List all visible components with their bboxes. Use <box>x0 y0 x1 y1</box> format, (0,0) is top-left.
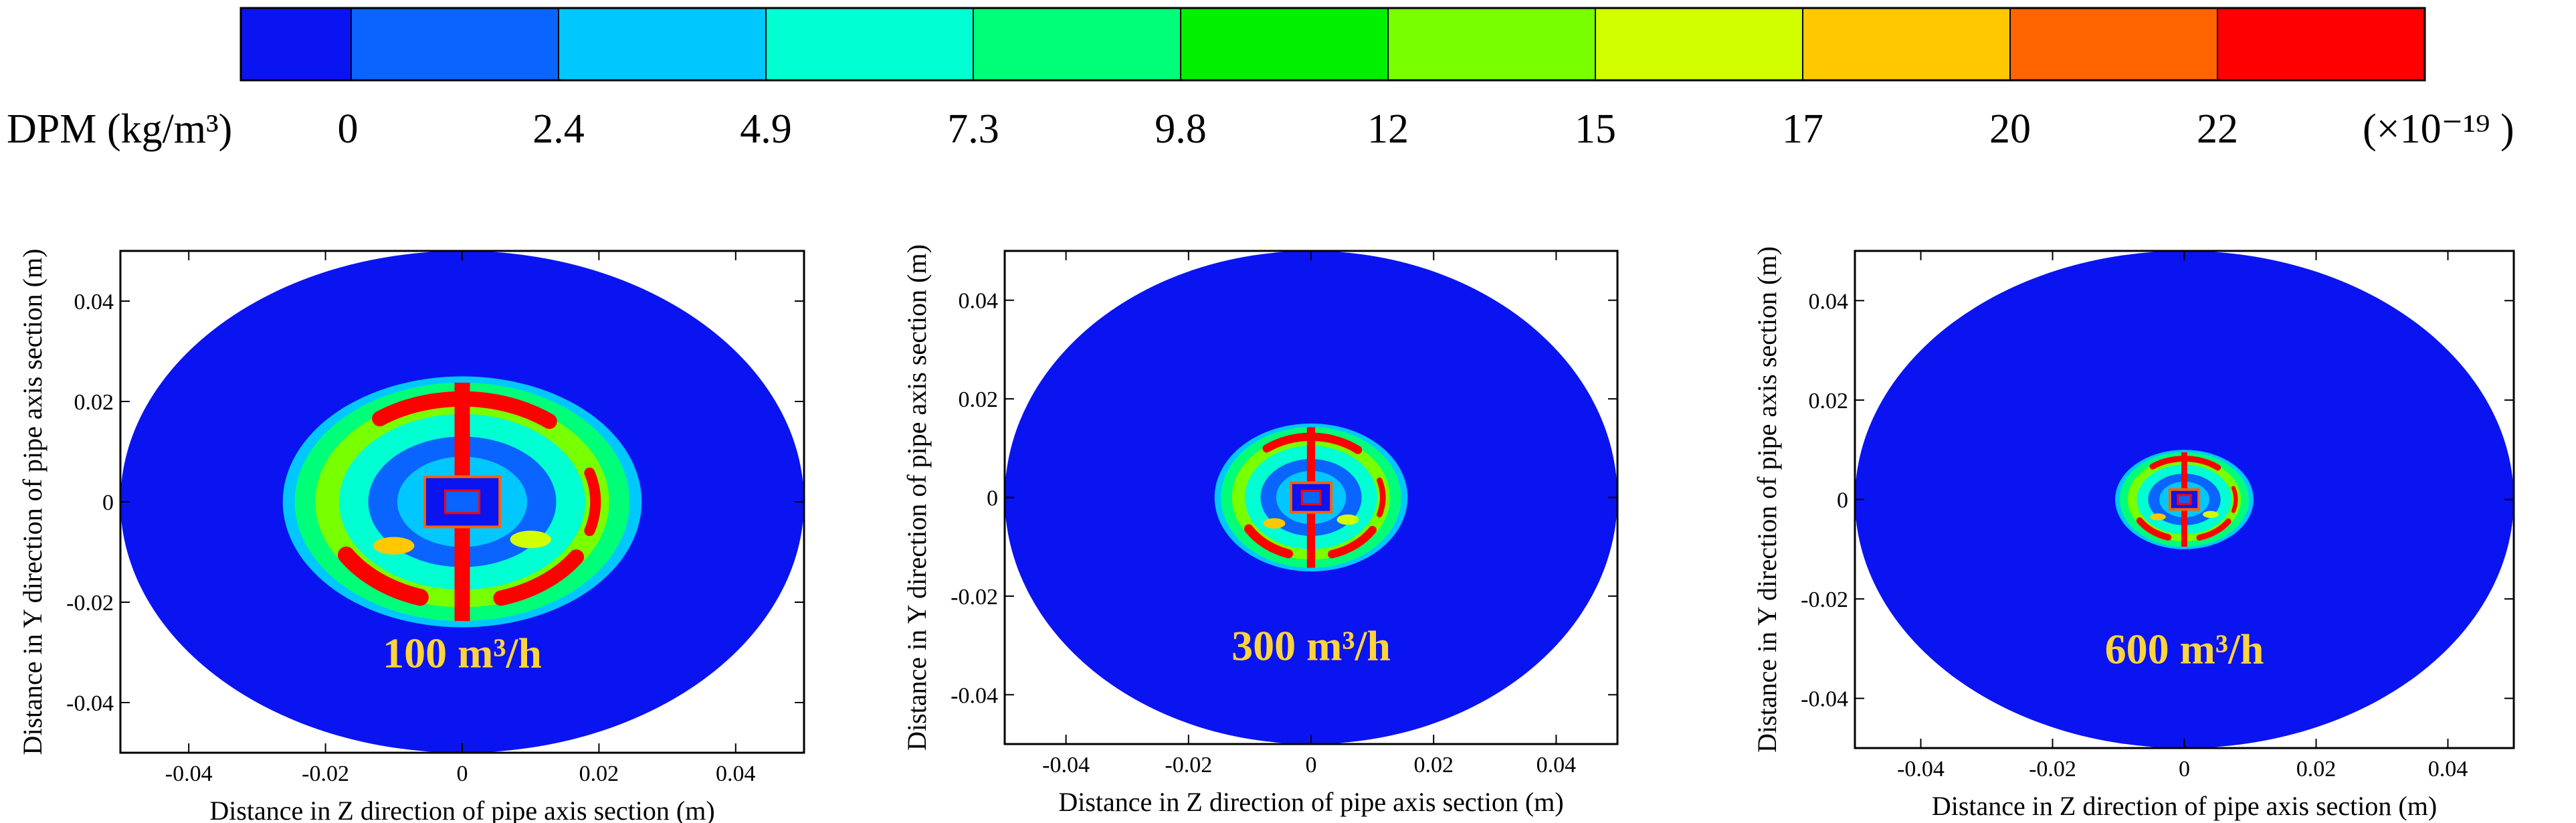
y-axis-label: Distance in Y direction of pipe axis sec… <box>902 244 932 751</box>
y-tick-label: -0.02 <box>1801 587 1848 612</box>
core-region <box>443 489 481 515</box>
y-tick-label: 0.02 <box>74 390 114 415</box>
plot-area <box>1855 251 2514 748</box>
colorbar-tick-label: 7.3 <box>947 106 999 152</box>
y-tick-label: -0.02 <box>951 585 998 610</box>
x-tick-label: 0.04 <box>2428 757 2468 782</box>
x-tick-label: 0.04 <box>716 761 756 786</box>
contour-panel-300: -0.04 -0.02 0 0.02 0.04 0.04 0.02 0 -0.02 -0.04 Di… <box>902 244 1619 817</box>
high-concentration-band <box>2136 517 2172 541</box>
colorbar-swatch <box>1180 7 1389 81</box>
x-tick-label: 0.04 <box>1537 753 1577 778</box>
x-tick-label: 0 <box>1306 753 1317 778</box>
contour-level <box>2150 513 2166 521</box>
colorbar-frame <box>239 7 2426 82</box>
high-concentration-band <box>338 546 429 606</box>
high-concentration-band <box>1327 526 1377 559</box>
x-tick-label: -0.02 <box>302 761 349 786</box>
colorbar-tick-label: 2.4 <box>532 106 585 152</box>
y-tick-label: -0.02 <box>66 591 114 616</box>
plot-area <box>1005 251 1617 744</box>
colorbar-swatch <box>1595 7 1803 81</box>
x-tick-label: -0.02 <box>1165 753 1212 778</box>
contour-level <box>373 537 415 555</box>
flow-rate-annotation: 600 m³/h <box>2105 626 2264 673</box>
colorbar-tick-label: 17 <box>1782 106 1823 152</box>
core-region <box>1300 490 1322 505</box>
colorbar-tick-label: 0 <box>338 106 359 152</box>
x-tick-label: 0 <box>457 761 468 786</box>
colorbar-multiplier-label: (×10⁻¹⁹ ) <box>2363 106 2514 152</box>
y-tick-label: -0.04 <box>66 691 114 716</box>
y-tick-label: -0.04 <box>951 683 998 708</box>
colorbar-tick-label: 15 <box>1575 106 1616 152</box>
y-axis-label: Distance in Y direction of pipe axis sec… <box>17 249 47 755</box>
y-tick-label: 0 <box>1837 488 1848 513</box>
x-axis-label: Distance in Z direction of pipe axis sec… <box>1932 791 2437 821</box>
colorbar-swatch <box>973 7 1181 81</box>
concentration-region <box>282 376 642 628</box>
concentration-region <box>1214 423 1408 572</box>
colorbar-tick-label: 22 <box>2197 106 2238 152</box>
x-tick-label: -0.04 <box>1042 753 1090 778</box>
high-concentration-band <box>584 467 601 537</box>
colorbar-tick-label: 9.8 <box>1155 106 1207 152</box>
y-tick-label: 0.02 <box>1809 389 1849 414</box>
colorbar: 0 2.4 4.9 7.3 9.8 12 15 17 20 22 <box>239 7 2426 152</box>
colorbar-swatch <box>2217 7 2425 81</box>
x-tick-label: 0 <box>2179 757 2190 782</box>
high-concentration-band <box>2196 518 2232 541</box>
colorbar-swatch <box>558 7 767 81</box>
y-tick-label: -0.04 <box>1801 687 1848 712</box>
core-region <box>423 475 502 529</box>
high-concentration-band <box>2231 486 2238 513</box>
contour-level <box>2203 511 2219 518</box>
colorbar-swatch <box>2009 7 2218 81</box>
colorbar-swatch <box>765 7 974 81</box>
contour-level <box>510 531 551 549</box>
x-tick-label: 0.02 <box>1413 753 1454 778</box>
colorbar-tick-label: 12 <box>1367 106 1409 152</box>
contour-level <box>1336 514 1359 525</box>
flow-rate-annotation: 300 m³/h <box>1231 622 1391 670</box>
contour-panel-600: -0.04 -0.02 0 0.02 0.04 0.04 0.02 0 -0.02 -0.04 Di… <box>1752 246 2515 821</box>
x-tick-label: -0.04 <box>1897 757 1945 782</box>
high-concentration-band <box>1244 524 1294 559</box>
y-axis-label: Distance in Y direction of pipe axis sec… <box>1752 246 1782 753</box>
colorbar-quantity-label: DPM <box>7 106 96 152</box>
colorbar-swatch <box>1802 7 2011 81</box>
flow-rate-annotation: 100 m³/h <box>383 630 542 677</box>
contour-level <box>1263 518 1286 529</box>
plot-area <box>120 251 804 753</box>
x-tick-label: 0.02 <box>2296 757 2337 782</box>
y-tick-label: 0.04 <box>74 290 114 314</box>
y-tick-label: 0 <box>102 490 114 515</box>
colorbar-swatch <box>240 7 352 81</box>
colorbar-swatch <box>351 7 559 81</box>
contour-panel-100: -0.04 -0.02 0 0.02 0.04 0.04 0.02 0 -0.02 -0.04 Di… <box>17 249 805 823</box>
x-axis-label: Distance in Z direction of pipe axis sec… <box>209 796 714 823</box>
colorbar-units-label: (kg/m³) <box>107 106 232 152</box>
colorbar-tick-label: 20 <box>1989 106 2031 152</box>
colorbar-tick-label: 4.9 <box>740 106 792 152</box>
core-region <box>2168 488 2201 511</box>
high-concentration-band <box>1377 477 1386 518</box>
colorbar-swatch <box>1387 7 1596 81</box>
y-tick-label: 0 <box>987 486 998 511</box>
high-concentration-band <box>493 549 585 606</box>
concentration-region <box>2115 450 2254 549</box>
x-tick-label: 0.02 <box>579 761 619 786</box>
y-tick-label: 0.04 <box>1809 289 1849 314</box>
y-tick-label: 0.02 <box>959 387 999 412</box>
y-tick-label: 0.04 <box>959 289 999 314</box>
x-tick-label: -0.02 <box>2029 757 2076 782</box>
x-tick-label: -0.04 <box>165 761 213 786</box>
core-region <box>2177 494 2192 505</box>
x-axis-label: Distance in Z direction of pipe axis sec… <box>1058 787 1563 817</box>
